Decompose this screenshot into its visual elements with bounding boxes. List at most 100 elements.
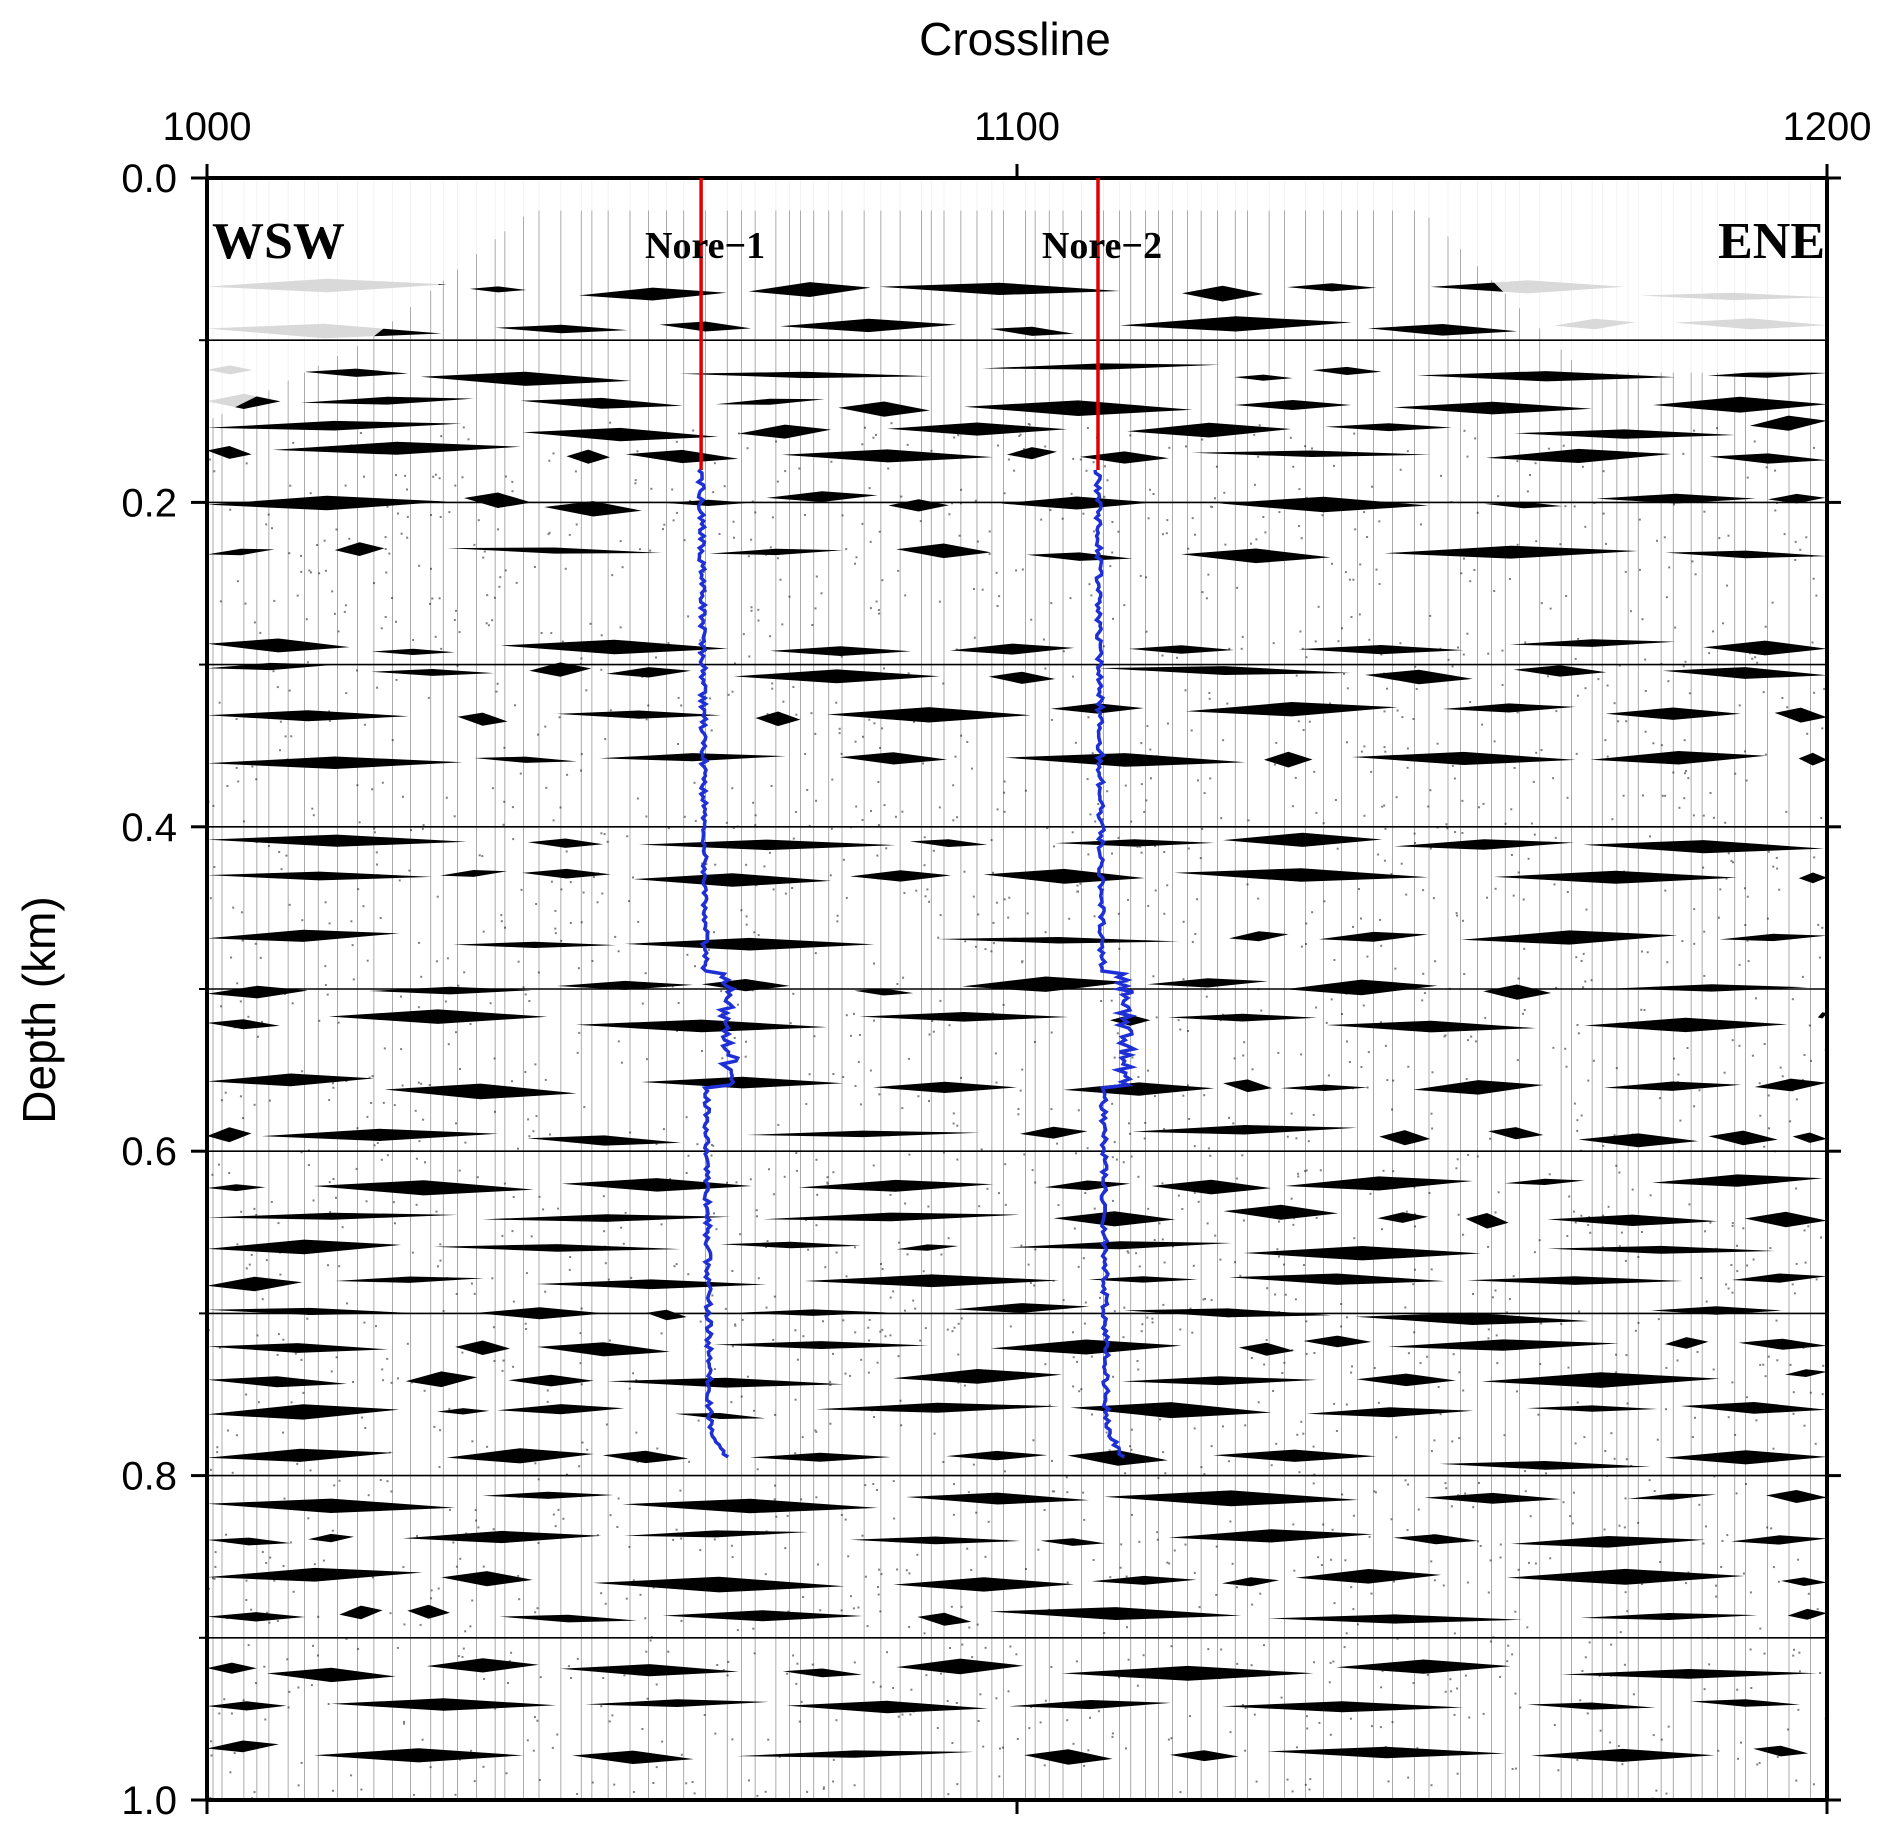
reflector-wavelet — [1132, 1125, 1358, 1135]
reflector-wavelet — [440, 870, 507, 877]
reflector-wavelet — [1665, 550, 1827, 559]
x-tick-label: 1200 — [1783, 105, 1872, 149]
reflector-wavelet — [1119, 316, 1352, 332]
reflector-wavelet — [1664, 1450, 1827, 1465]
reflector-wavelet — [1708, 1130, 1778, 1146]
reflector-wavelet — [769, 646, 911, 656]
reflector-wavelet — [633, 873, 832, 887]
reflector-wavelet — [715, 398, 825, 405]
reflector-wavelet — [1267, 1746, 1506, 1759]
reflector-wavelet — [1264, 751, 1313, 768]
y-tick-label: 0.0 — [121, 157, 177, 201]
reflector-wavelet — [1394, 839, 1574, 850]
reflector-wavelet — [662, 1610, 863, 1622]
reflector-wavelet — [308, 1533, 354, 1543]
well-label: Nore−1 — [645, 225, 765, 267]
reflector-wavelet — [452, 941, 617, 948]
reflector-wavelet — [1234, 400, 1351, 410]
reflector-wavelet — [838, 401, 930, 417]
reflector-wavelet — [1067, 1450, 1168, 1466]
reflector-wavelet — [988, 671, 1056, 684]
reflector-wavelet — [1008, 1241, 1232, 1250]
reflector-wavelet — [402, 1530, 602, 1544]
reflector-wavelet — [469, 286, 527, 293]
reflector-wavelet — [207, 1404, 400, 1420]
reflector-wavelet — [1393, 401, 1592, 415]
reflector-wavelet — [1325, 423, 1453, 432]
reflector-wavelet — [266, 1667, 396, 1683]
reflector-wavelet — [1044, 1180, 1131, 1191]
reflector-wavelet — [839, 752, 948, 765]
reflector-wavelet — [1365, 669, 1473, 685]
reflector-wavelet — [1466, 1276, 1684, 1285]
reflector-wavelet — [1387, 1339, 1619, 1351]
reflector-wavelet — [804, 1274, 1060, 1288]
reflector-wavelet — [909, 839, 988, 847]
reflector-wavelet — [1055, 839, 1215, 847]
reflector-wavelet — [522, 868, 611, 879]
reflector-wavelet — [1185, 702, 1398, 717]
reflector-wavelet — [1413, 1080, 1544, 1095]
reflector-wavelet — [854, 988, 914, 996]
reflector-wavelet — [1493, 870, 1738, 884]
reflector-wavelet — [1680, 1402, 1827, 1414]
reflector-wavelet — [1384, 545, 1638, 559]
reflector-wavelet — [879, 282, 1120, 295]
reflector-wavelet — [1379, 1130, 1431, 1146]
reflector-wavelet — [896, 543, 991, 559]
reflector-wavelet — [1754, 1078, 1827, 1092]
reflector-wavelet — [1547, 1245, 1775, 1254]
x-tick-label: 1100 — [974, 105, 1060, 149]
reflector-wavelet — [1439, 1461, 1651, 1470]
reflector-wavelet — [896, 1658, 1024, 1675]
reflector-wavelet — [950, 643, 1075, 655]
reflector-wavelet — [1527, 1702, 1656, 1710]
reflector-wavelet — [641, 1076, 844, 1089]
reflector-wavelet — [1583, 840, 1824, 854]
y-tick-labels: 0.0 0.2 0.4 0.6 0.8 1.0 — [121, 157, 177, 1823]
reflector-wavelet — [527, 1135, 682, 1146]
reflector-wavelet — [1004, 753, 1246, 767]
reflector-wavelet — [437, 1408, 490, 1415]
reflector-wavelet — [624, 1530, 809, 1538]
reflector-wavelet — [748, 282, 871, 297]
reflector-wavelet — [1295, 1569, 1442, 1584]
y-tick-label: 0.8 — [121, 1455, 177, 1499]
reflector-wavelet — [1513, 665, 1607, 677]
reflector-wavelet — [1393, 1534, 1479, 1545]
reflector-wavelet — [1063, 1082, 1215, 1096]
reflector-wavelet — [738, 424, 832, 439]
reflector-wavelet — [508, 1374, 594, 1387]
reflector-wavelet — [405, 1371, 478, 1388]
reflector-wavelet — [646, 1309, 687, 1321]
reflector-wavelet — [1169, 1750, 1239, 1762]
reflector-wavelet — [954, 1303, 1090, 1313]
reflector-wavelet — [313, 1180, 534, 1196]
reflector-wavelet — [1121, 1376, 1318, 1386]
reflector-wavelet — [713, 1341, 929, 1349]
reflector-wavelet — [606, 667, 692, 678]
reflector-wavelet — [1191, 450, 1431, 457]
reflector-wavelet — [1223, 1204, 1339, 1220]
reflector-wavelet — [339, 1605, 383, 1620]
reflector-wavelet — [331, 1698, 557, 1711]
reflector-wavelet — [1510, 1536, 1706, 1548]
reflector-wavelet — [749, 1452, 891, 1462]
reflector-wavelet — [1318, 931, 1429, 942]
well-label: Nore−2 — [1042, 225, 1162, 267]
reflector-wavelet — [207, 756, 463, 769]
reflector-wavelet — [560, 1664, 739, 1677]
well-log-trace — [695, 468, 741, 1459]
reflector-wavelet — [1481, 1372, 1720, 1388]
reflector-wavelet — [1774, 707, 1827, 723]
reflector-wavelet — [964, 400, 1193, 416]
reflector-wavelet — [207, 1343, 389, 1353]
reflector-wavelet — [1792, 1132, 1827, 1143]
reflector-wavelet — [1280, 1084, 1369, 1091]
reflector-wavelet — [1707, 371, 1827, 378]
reflector-wavelet — [1367, 324, 1518, 336]
reflector-wavelet — [207, 638, 350, 653]
reflector-wavelet — [482, 1214, 731, 1222]
reflector-wavelet — [1287, 283, 1377, 292]
